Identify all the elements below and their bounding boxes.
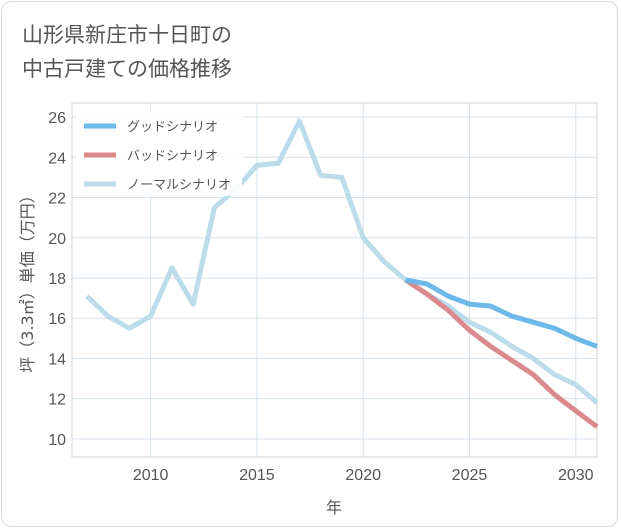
x-tick-label: 2020 bbox=[345, 467, 381, 484]
y-tick-label: 24 bbox=[48, 150, 66, 167]
y-tick-label: 10 bbox=[48, 432, 66, 449]
y-tick-label: 12 bbox=[48, 392, 66, 409]
tick-labels: 10 12 14 16 18 20 22 24 26 2010 2015 2020 2025 2030 bbox=[48, 110, 593, 484]
y-tick-label: 22 bbox=[48, 191, 66, 208]
series-line-1 bbox=[404, 277, 599, 429]
y-tick-label: 26 bbox=[48, 110, 66, 127]
chart-title: 山形県新庄市十日町の 中古戸建ての価格推移 bbox=[22, 23, 232, 81]
y-tick-label: 16 bbox=[48, 311, 66, 328]
series-lines bbox=[85, 118, 599, 429]
y-tick-label: 18 bbox=[48, 271, 66, 288]
x-tick-label: 2010 bbox=[133, 467, 169, 484]
y-axis-label: 坪（3.3㎡）単価（万円） bbox=[18, 187, 37, 372]
x-axis-label: 年 bbox=[326, 498, 342, 517]
series-line-0 bbox=[405, 277, 598, 349]
legend-label-1: バッドシナリオ bbox=[127, 149, 218, 164]
x-tick-label: 2015 bbox=[239, 467, 275, 484]
legend-label-2: ノーマルシナリオ bbox=[127, 178, 231, 193]
series-line-2 bbox=[85, 118, 599, 405]
y-tick-label: 20 bbox=[48, 231, 66, 248]
x-tick-label: 2030 bbox=[558, 467, 594, 484]
legend-label-0: グッドシナリオ bbox=[127, 120, 218, 135]
y-tick-label: 14 bbox=[48, 351, 66, 368]
x-tick-label: 2025 bbox=[452, 467, 488, 484]
